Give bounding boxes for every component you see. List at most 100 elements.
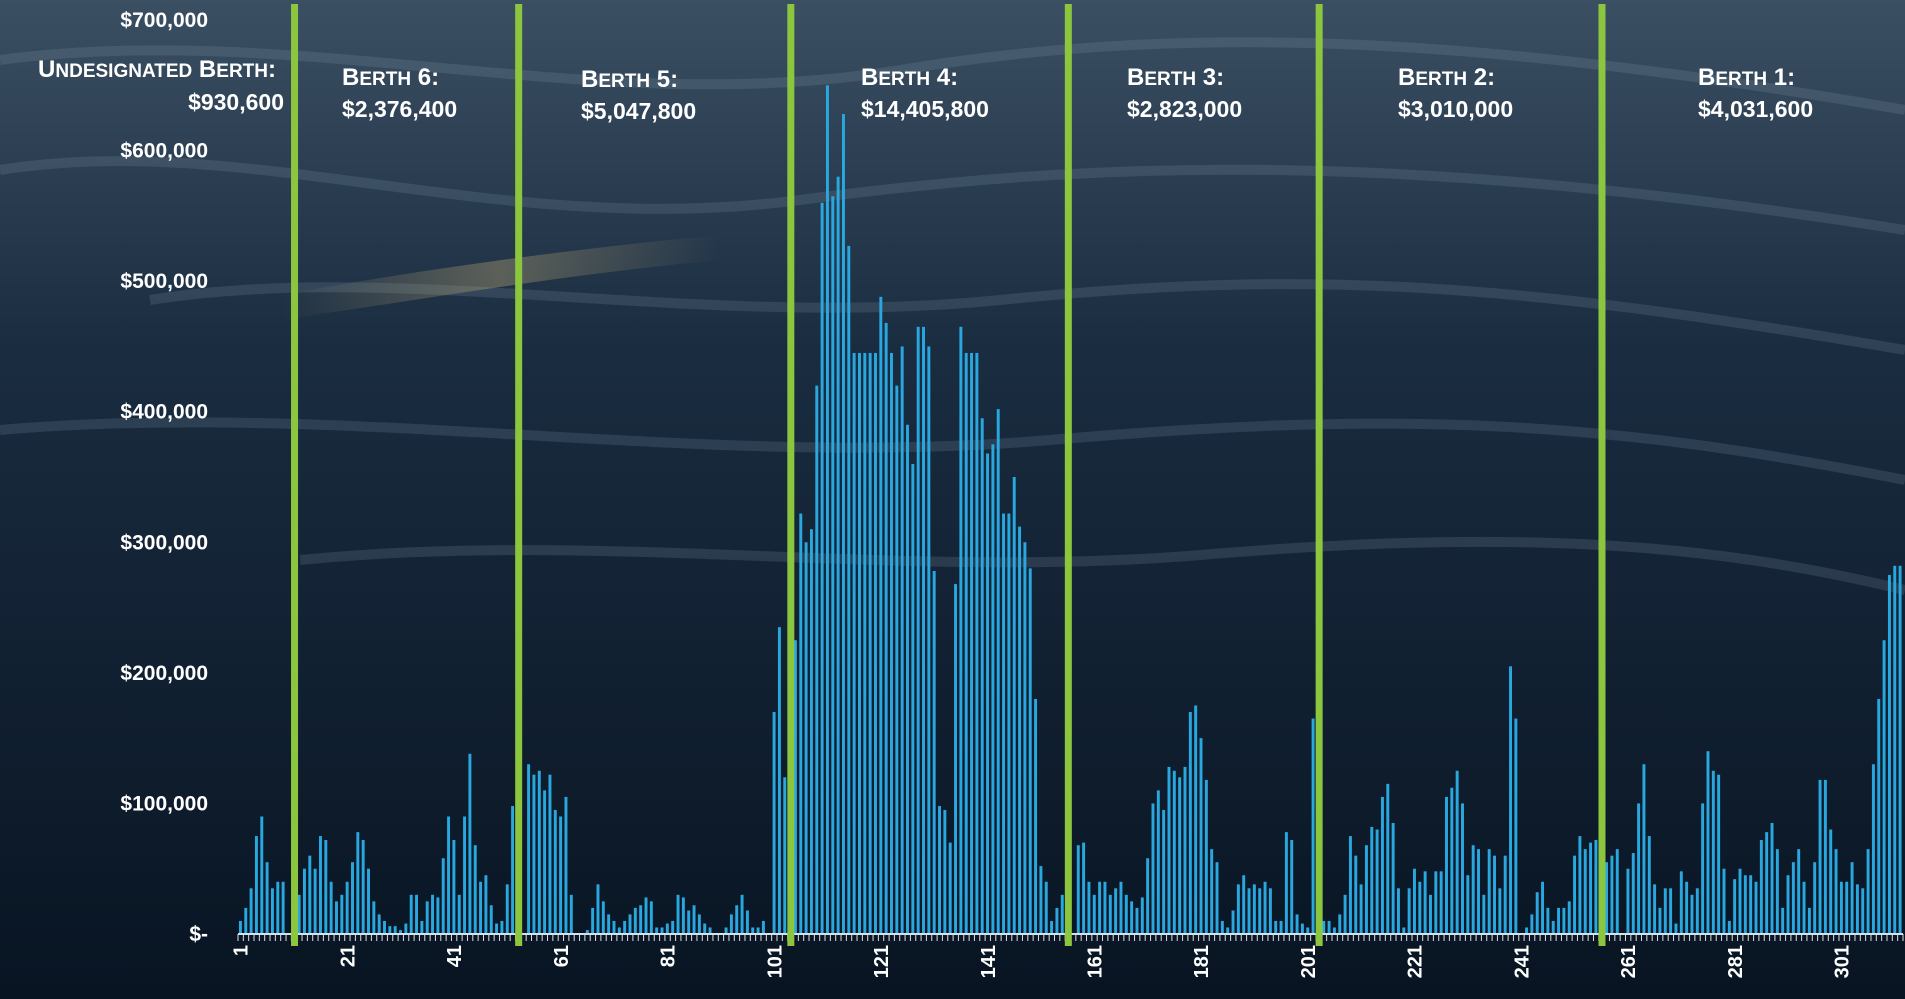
- bar: [1759, 839, 1763, 934]
- bar: [980, 418, 984, 934]
- bar: [1749, 875, 1753, 934]
- bar: [916, 326, 920, 935]
- bar: [372, 901, 376, 934]
- bar: [383, 920, 386, 934]
- bar: [761, 920, 765, 934]
- bar: [639, 905, 643, 934]
- y-tick-label: $100,000: [120, 792, 208, 815]
- bar: [559, 816, 563, 934]
- bar: [1012, 477, 1016, 934]
- bar: [340, 894, 344, 934]
- bar: [1861, 888, 1865, 934]
- bar: [1322, 920, 1326, 934]
- bar: [1167, 766, 1171, 934]
- bar: [1413, 868, 1416, 934]
- bar: [1589, 842, 1593, 934]
- bar: [1236, 884, 1240, 934]
- bar: [415, 894, 419, 934]
- bar: [1647, 836, 1651, 934]
- x-tick-label: 161: [1085, 945, 1107, 978]
- bar: [1220, 920, 1224, 934]
- bar: [708, 927, 712, 934]
- berth-divider-line: [291, 4, 299, 946]
- bar: [553, 809, 557, 934]
- bar: [884, 322, 888, 934]
- bar: [1359, 884, 1363, 934]
- bar: [1156, 790, 1160, 934]
- bar: [1557, 907, 1561, 934]
- bar: [1669, 888, 1673, 934]
- bar: [900, 346, 904, 934]
- bar: [612, 920, 616, 934]
- bar: [655, 927, 659, 934]
- bar: [1146, 858, 1150, 934]
- bar: [1130, 901, 1134, 934]
- bar: [1770, 823, 1774, 934]
- bar: [804, 542, 808, 934]
- bar: [1797, 849, 1801, 934]
- bar: [1578, 836, 1582, 934]
- bar: [777, 627, 781, 934]
- bar: [863, 352, 867, 935]
- x-tick-label: 181: [1191, 945, 1213, 978]
- bar: [1583, 849, 1587, 934]
- bar: [1060, 894, 1064, 934]
- bar: [351, 862, 354, 934]
- bar: [1567, 901, 1571, 934]
- bar: [751, 927, 755, 934]
- bar: [1338, 914, 1342, 934]
- water-sheen: [280, 235, 720, 320]
- bar: [874, 352, 877, 935]
- bar: [1439, 871, 1443, 934]
- bar: [564, 796, 568, 934]
- bar: [890, 352, 893, 935]
- bar: [1498, 888, 1502, 934]
- bar: [1754, 881, 1758, 934]
- bar: [1839, 881, 1843, 934]
- bar: [1823, 779, 1827, 934]
- bar: [756, 927, 760, 934]
- bar: [938, 806, 941, 934]
- bar: [260, 816, 264, 934]
- berth-divider-line: [1315, 4, 1323, 946]
- bar: [463, 816, 467, 934]
- bar: [1183, 766, 1187, 934]
- bar: [1893, 565, 1897, 934]
- bar: [308, 855, 312, 934]
- bar: [1663, 888, 1667, 934]
- bar: [1445, 796, 1448, 934]
- bar: [1023, 542, 1027, 934]
- x-tick-label: 141: [978, 945, 1000, 978]
- bar: [1178, 777, 1182, 934]
- berth-total-value: $5,047,800: [581, 98, 696, 124]
- bar: [815, 385, 819, 935]
- bar: [1092, 894, 1096, 934]
- bar: [1455, 770, 1459, 934]
- bar: [1391, 823, 1395, 934]
- bar: [1151, 803, 1155, 934]
- bar: [1119, 881, 1123, 934]
- bar: [1039, 866, 1043, 934]
- bar: [948, 842, 952, 934]
- bar: [879, 296, 883, 934]
- berth-total-value: $930,600: [188, 89, 284, 115]
- x-tick-label: 261: [1618, 945, 1640, 978]
- bar: [1172, 770, 1176, 934]
- bar: [1690, 894, 1694, 934]
- bar: [943, 809, 947, 934]
- bar: [772, 712, 776, 934]
- bar: [1482, 894, 1486, 934]
- bar: [1765, 832, 1769, 934]
- bar: [548, 774, 552, 934]
- bar: [1002, 513, 1006, 934]
- y-tick-label: $500,000: [120, 270, 208, 293]
- bar: [1418, 881, 1422, 934]
- bar: [1162, 809, 1166, 934]
- bar: [1354, 855, 1358, 934]
- bar: [431, 894, 435, 934]
- bar: [911, 463, 915, 934]
- bar: [505, 884, 509, 934]
- y-tick-label: $600,000: [120, 140, 208, 163]
- bar: [1898, 565, 1902, 934]
